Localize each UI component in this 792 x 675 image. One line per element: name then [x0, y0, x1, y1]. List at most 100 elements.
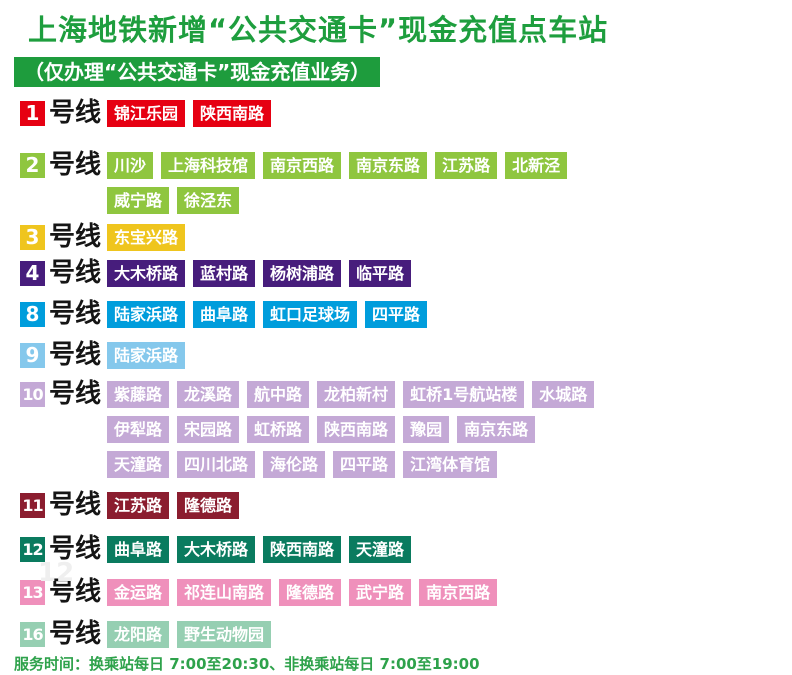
line-row-11: 11 号线 江苏路 隆德路: [20, 492, 792, 519]
station-chip: 虹桥路: [247, 416, 310, 443]
station-chip: 曲阜路: [193, 301, 256, 328]
line-suffix-label: 号线: [49, 490, 102, 520]
station-rows: 东宝兴路: [107, 224, 784, 259]
station-chip: 海伦路: [263, 451, 326, 478]
station-chip: 大木桥路: [107, 260, 186, 287]
station-chip: 虹口足球场: [263, 301, 358, 328]
station-chip: 曲阜路: [107, 536, 170, 563]
line-suffix-label: 号线: [49, 98, 102, 128]
station-chip: 川沙: [107, 152, 154, 179]
line-number-badge: 4: [20, 261, 45, 286]
station-chip: 江苏路: [435, 152, 498, 179]
station-chip: 蓝村路: [193, 260, 256, 287]
station-row: 紫藤路 龙溪路 航中路 龙柏新村 虹桥1号航站楼 水城路: [107, 381, 784, 408]
station-rows: 陆家浜路: [107, 342, 784, 377]
line-row-10: 10 号线 紫藤路 龙溪路 航中路 龙柏新村 虹桥1号航站楼 水城路 伊犁路 宋园路 虹桥路 陕西南路…: [20, 379, 792, 478]
station-chip: 南京东路: [457, 416, 536, 443]
station-rows: 川沙 上海科技馆 南京西路 南京东路 江苏路 北新泾 威宁路 徐泾东: [107, 152, 784, 222]
station-row: 伊犁路 宋园路 虹桥路 陕西南路 豫园 南京东路: [107, 416, 784, 443]
station-chip: 紫藤路: [107, 381, 170, 408]
station-chip: 江湾体育馆: [403, 451, 498, 478]
station-chip: 豫园: [403, 416, 450, 443]
line-row-8: 8 号线 陆家浜路 曲阜路 虹口足球场 四平路: [20, 301, 792, 328]
station-rows: 曲阜路 大木桥路 陕西南路 天潼路: [107, 536, 784, 571]
line-suffix-label: 号线: [49, 150, 102, 180]
station-rows: 锦江乐园 陕西南路: [107, 100, 784, 135]
line-number-badge: 16: [20, 622, 45, 647]
station-chip: 陕西南路: [317, 416, 396, 443]
station-row: 锦江乐园 陕西南路: [107, 100, 784, 127]
station-chip: 野生动物园: [177, 621, 272, 648]
line-number-badge: 9: [20, 343, 45, 368]
line-suffix-label: 号线: [49, 577, 102, 607]
line-row-2: 2 号线 川沙 上海科技馆 南京西路 南京东路 江苏路 北新泾 威宁路 徐泾东: [20, 150, 792, 214]
station-chip: 锦江乐园: [107, 100, 186, 127]
line-row-13: 13 号线 金运路 祁连山南路 隆德路 武宁路 南京西路: [20, 579, 792, 606]
station-chip: 威宁路: [107, 187, 170, 214]
station-chip: 武宁路: [349, 579, 412, 606]
station-chip: 南京东路: [349, 152, 428, 179]
station-chip: 南京西路: [419, 579, 498, 606]
station-row: 金运路 祁连山南路 隆德路 武宁路 南京西路: [107, 579, 784, 606]
station-chip: 祁连山南路: [177, 579, 272, 606]
page-title: 上海地铁新增“公共交通卡”现金充值点车站: [28, 13, 609, 47]
station-chip: 宋园路: [177, 416, 240, 443]
station-chip: 江苏路: [107, 492, 170, 519]
station-row: 川沙 上海科技馆 南京西路 南京东路 江苏路 北新泾: [107, 152, 784, 179]
station-chip: 金运路: [107, 579, 170, 606]
station-rows: 紫藤路 龙溪路 航中路 龙柏新村 虹桥1号航站楼 水城路 伊犁路 宋园路 虹桥路 陕西南路 豫园 南京…: [107, 381, 784, 486]
line-number-badge: 1: [20, 101, 45, 126]
line-number-badge: 8: [20, 302, 45, 327]
station-rows: 龙阳路 野生动物园: [107, 621, 784, 656]
station-chip: 隆德路: [177, 492, 240, 519]
line-row-4: 4 号线 大木桥路 蓝村路 杨树浦路 临平路: [20, 260, 792, 287]
station-chip: 杨树浦路: [263, 260, 342, 287]
line-suffix-label: 号线: [49, 619, 102, 649]
station-row: 陆家浜路: [107, 342, 784, 369]
station-chip: 大木桥路: [177, 536, 256, 563]
station-row: 天潼路 四川北路 海伦路 四平路 江湾体育馆: [107, 451, 784, 478]
station-row: 龙阳路 野生动物园: [107, 621, 784, 648]
station-chip: 伊犁路: [107, 416, 170, 443]
station-row: 大木桥路 蓝村路 杨树浦路 临平路: [107, 260, 784, 287]
station-rows: 陆家浜路 曲阜路 虹口足球场 四平路: [107, 301, 784, 336]
line-number-badge: 10: [20, 382, 45, 407]
line-suffix-label: 号线: [49, 340, 102, 370]
service-hours-note: 服务时间：换乘站每日 7:00至20:30、非换乘站每日 7:00至19:00: [14, 655, 480, 673]
station-chip: 北新泾: [505, 152, 568, 179]
line-row-9: 9 号线 陆家浜路: [20, 342, 792, 369]
station-chip: 航中路: [247, 381, 310, 408]
station-chip: 龙阳路: [107, 621, 170, 648]
line-row-3: 3 号线 东宝兴路: [20, 224, 792, 251]
line-suffix-label: 号线: [49, 258, 102, 288]
line-number-badge: 11: [20, 493, 45, 518]
line-number-badge: 3: [20, 225, 45, 250]
line-suffix-label: 号线: [49, 299, 102, 329]
line-suffix-label: 号线: [49, 222, 102, 252]
subtitle-banner: （仅办理“公共交通卡”现金充值业务）: [14, 57, 381, 87]
station-chip: 龙溪路: [177, 381, 240, 408]
line-row-1: 1 号线 锦江乐园 陕西南路: [20, 100, 792, 127]
station-chip: 四平路: [333, 451, 396, 478]
station-chip: 徐泾东: [177, 187, 240, 214]
station-rows: 大木桥路 蓝村路 杨树浦路 临平路: [107, 260, 784, 295]
station-chip: 虹桥1号航站楼: [403, 381, 525, 408]
line-row-16: 16 号线 龙阳路 野生动物园: [20, 621, 792, 648]
station-chip: 上海科技馆: [161, 152, 256, 179]
ghost-line-number: 12: [38, 558, 75, 588]
line-number-badge: 2: [20, 153, 45, 178]
station-row: 东宝兴路: [107, 224, 784, 251]
station-row: 江苏路 隆德路: [107, 492, 784, 519]
station-row: 陆家浜路 曲阜路 虹口足球场 四平路: [107, 301, 784, 328]
station-chip: 天潼路: [107, 451, 170, 478]
station-chip: 东宝兴路: [107, 224, 186, 251]
station-row: 曲阜路 大木桥路 陕西南路 天潼路: [107, 536, 784, 563]
line-suffix-label: 号线: [49, 379, 102, 409]
station-chip: 陆家浜路: [107, 342, 186, 369]
station-chip: 临平路: [349, 260, 412, 287]
line-suffix-label: 号线: [49, 534, 102, 564]
station-rows: 江苏路 隆德路: [107, 492, 784, 527]
station-chip: 四川北路: [177, 451, 256, 478]
line-row-12: 12 号线 曲阜路 大木桥路 陕西南路 天潼路: [20, 536, 792, 563]
